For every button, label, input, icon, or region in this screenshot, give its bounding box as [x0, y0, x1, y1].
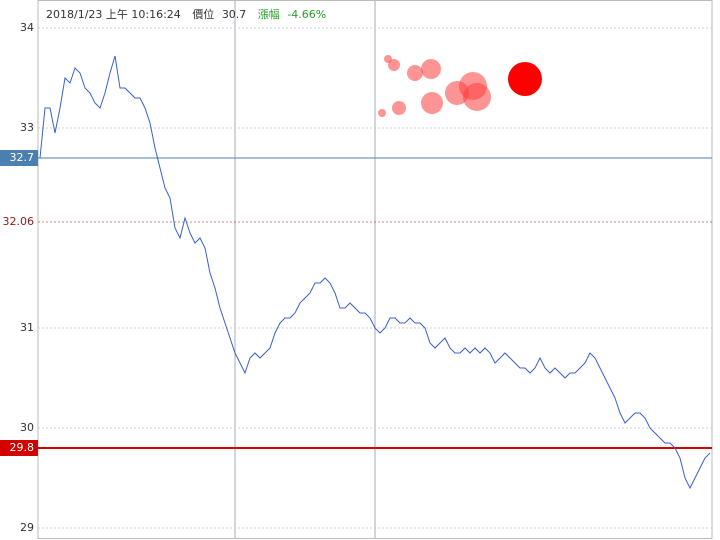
header-price-label: 價位	[192, 7, 214, 21]
y-tick-label: 29	[20, 521, 34, 534]
volume-bubble	[463, 83, 491, 111]
volume-bubble	[421, 59, 441, 79]
y-tick-label: 33	[20, 121, 34, 134]
header-change: -4.66%	[287, 8, 326, 21]
volume-bubble	[388, 59, 400, 71]
header: 2018/1/23 上午 10:16:24 價位 30.7 漲幅 -4.66%	[46, 7, 326, 21]
reference-label: 32.06	[3, 215, 35, 228]
reference-label: 32.7	[10, 151, 35, 164]
plot-frame	[37, 0, 713, 539]
volume-bubble	[508, 62, 542, 96]
reference-label-box	[0, 440, 38, 456]
volume-bubble	[392, 101, 406, 115]
volume-bubble	[378, 109, 386, 117]
y-tick-label: 30	[20, 421, 34, 434]
header-time: 2018/1/23 上午 10:16:24	[46, 8, 181, 21]
price-line	[39, 55, 711, 490]
y-tick-label: 31	[20, 321, 34, 334]
header-change-label: 漲幅	[258, 8, 280, 21]
reference-label-box	[0, 150, 38, 166]
volume-bubble	[407, 65, 423, 81]
header-price: 30.7	[222, 8, 247, 21]
volume-bubble	[421, 92, 443, 114]
y-tick-label: 34	[20, 21, 34, 34]
reference-label: 29.8	[10, 441, 35, 454]
